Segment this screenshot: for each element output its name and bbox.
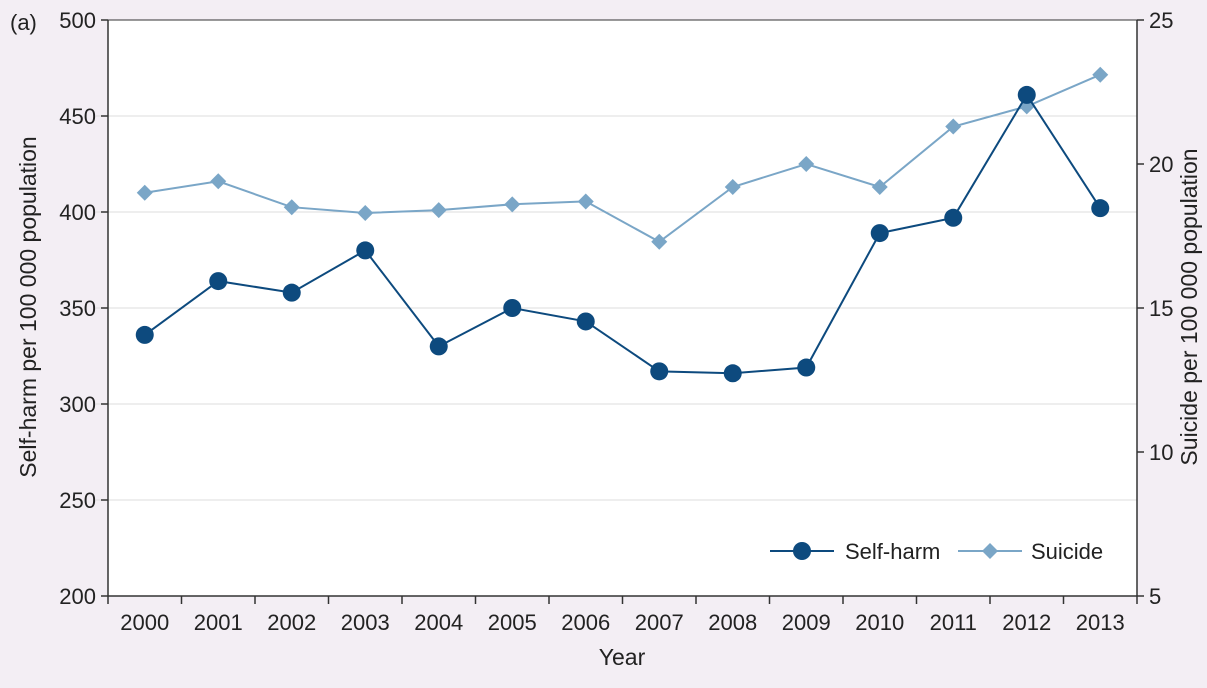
y-axis-right-title: Suicide per 100 000 population xyxy=(1176,148,1202,465)
y-left-tick-label: 250 xyxy=(59,488,96,513)
y-left-tick-label: 500 xyxy=(59,8,96,33)
y-right-tick-label: 5 xyxy=(1149,584,1161,609)
x-tick-label: 2013 xyxy=(1076,610,1125,635)
self-harm-point xyxy=(797,359,815,377)
y-right-tick-label: 25 xyxy=(1149,8,1173,33)
self-harm-point xyxy=(503,299,521,317)
self-harm-point xyxy=(577,312,595,330)
legend-self-harm-label: Self-harm xyxy=(845,539,940,564)
x-tick-label: 2012 xyxy=(1002,610,1051,635)
x-tick-label: 2008 xyxy=(708,610,757,635)
y-right-tick-label: 15 xyxy=(1149,296,1173,321)
x-tick-label: 2011 xyxy=(930,610,977,635)
self-harm-point xyxy=(650,362,668,380)
self-harm-point xyxy=(430,337,448,355)
y-left-tick-label: 200 xyxy=(59,584,96,609)
gridlines xyxy=(96,20,1137,596)
panel-label: (a) xyxy=(10,10,37,35)
self-harm-point xyxy=(283,284,301,302)
x-tick-label: 2006 xyxy=(561,610,610,635)
y-left-tick-label: 400 xyxy=(59,200,96,225)
legend-self-harm-marker xyxy=(793,542,811,560)
legend-suicide-label: Suicide xyxy=(1031,539,1103,564)
self-harm-point xyxy=(871,224,889,242)
self-harm-point xyxy=(944,209,962,227)
y-right-tick-label: 20 xyxy=(1149,152,1173,177)
self-harm-point xyxy=(356,241,374,259)
x-tick-label: 2010 xyxy=(855,610,904,635)
x-tick-label: 2007 xyxy=(635,610,684,635)
x-tick-label: 2002 xyxy=(267,610,316,635)
self-harm-point xyxy=(209,272,227,290)
y-left-tick-label: 300 xyxy=(59,392,96,417)
self-harm-point xyxy=(136,326,154,344)
y-left-tick-label: 450 xyxy=(59,104,96,129)
x-tick-label: 2001 xyxy=(194,610,243,635)
x-tick-label: 2009 xyxy=(782,610,831,635)
x-axis-title: Year xyxy=(599,644,646,670)
y-left-tick-label: 350 xyxy=(59,296,96,321)
x-tick-label: 2005 xyxy=(488,610,537,635)
x-tick-label: 2000 xyxy=(120,610,169,635)
self-harm-point xyxy=(724,364,742,382)
self-harm-point xyxy=(1091,199,1109,217)
self-harm-point xyxy=(1018,86,1036,104)
x-tick-label: 2003 xyxy=(341,610,390,635)
x-tick-label: 2004 xyxy=(414,610,463,635)
y-axis-left-title: Self-harm per 100 000 population xyxy=(15,136,41,477)
y-right-tick-label: 10 xyxy=(1149,440,1173,465)
